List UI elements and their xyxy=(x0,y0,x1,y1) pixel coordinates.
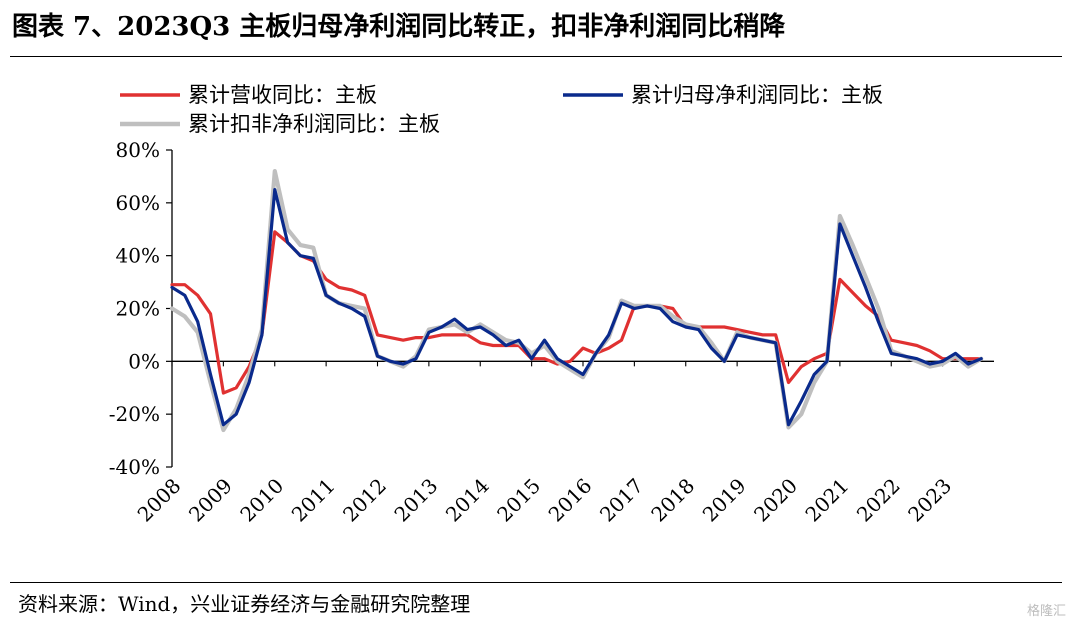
figure-title: 图表 7、2023Q3 主板归母净利润同比转正，扣非净利润同比稍降 xyxy=(12,12,786,42)
x-tick-label: 2008 xyxy=(133,474,186,527)
x-tick-label: 2009 xyxy=(184,474,237,527)
x-tick-label: 2012 xyxy=(338,474,391,527)
x-tick-label: 2011 xyxy=(287,474,340,527)
x-axis: 2008200920102011201220132014201520162017… xyxy=(133,360,994,527)
legend-label-revenue: 累计营收同比：主板 xyxy=(188,83,377,107)
x-tick-label: 2020 xyxy=(749,474,802,527)
y-tick-label: 0% xyxy=(128,349,160,373)
legend-label-deducted-net-profit: 累计扣非净利润同比：主板 xyxy=(188,112,440,136)
source-note: 资料来源：Wind，兴业证券经济与金融研究院整理 xyxy=(18,592,471,616)
x-tick-label: 2014 xyxy=(441,474,494,527)
x-tick-label: 2010 xyxy=(235,474,288,527)
x-tick-label: 2018 xyxy=(646,474,699,527)
x-tick-label: 2022 xyxy=(852,474,905,527)
x-tick-label: 2013 xyxy=(389,474,442,527)
y-tick-label: 20% xyxy=(116,297,160,321)
y-tick-label: -20% xyxy=(109,402,160,426)
title-divider xyxy=(10,56,1062,57)
series-line-deducted-net-profit xyxy=(169,168,984,433)
x-tick-label: 2021 xyxy=(800,474,853,527)
x-tick-label: 2017 xyxy=(595,474,648,527)
y-tick-label: 80% xyxy=(116,138,160,162)
source-divider xyxy=(10,582,1062,583)
y-tick-label: -40% xyxy=(109,455,160,479)
x-tick-label: 2023 xyxy=(903,474,956,527)
series-layer xyxy=(169,168,984,433)
series-line-net-profit xyxy=(170,188,983,427)
legend-label-net-profit: 累计归母净利润同比：主板 xyxy=(631,83,883,107)
x-tick-label: 2019 xyxy=(698,474,751,527)
y-tick-label: 60% xyxy=(116,191,160,215)
x-tick-label: 2016 xyxy=(544,474,597,527)
y-tick-label: 40% xyxy=(116,244,160,268)
y-axis: 80% 60% 40% 20% 0% -20% -40% xyxy=(109,138,173,479)
watermark: 格隆汇 xyxy=(1026,604,1066,619)
x-tick-label: 2015 xyxy=(492,474,545,527)
